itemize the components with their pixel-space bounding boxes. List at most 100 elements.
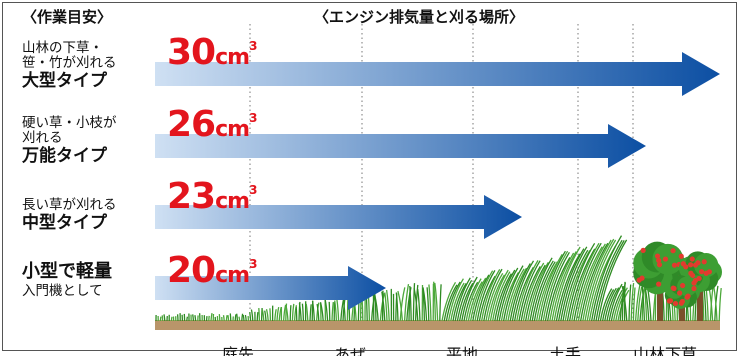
grass-blade [520,266,541,322]
grass-blade [258,308,261,322]
grass-blade [557,248,585,322]
tree-fruit [679,298,685,305]
grass-blade [285,303,288,322]
grass-blade [192,314,195,322]
grass-blade [412,283,416,322]
tree-fruit [662,256,669,262]
grass-blade [573,242,602,322]
grass-blade [566,242,596,322]
row-small-volume-number: 20 [167,250,216,291]
grass-blade [409,285,412,322]
grass-blade [218,314,221,322]
grass-blade [562,249,589,322]
grass-blade [500,272,519,322]
grass-blade [465,278,482,322]
grass-blade [441,281,457,322]
row-large-desc-1: 山林の下草・ [22,40,103,56]
tree-fruit [692,277,699,284]
grass-blade [413,287,419,322]
grass-blade [234,314,237,322]
row-large-volume-number: 30 [167,32,216,73]
tree-fruit [667,298,674,304]
grass-blade [601,289,615,322]
grass-blade [244,314,247,322]
grass-blade [485,272,504,322]
work-guide-heading: 〈作業目安〉 [22,8,113,26]
grass-blade [269,308,272,322]
tree-fruit [698,269,705,275]
tree-fruit [656,262,663,268]
grass-blade [227,314,230,322]
grass-blade [379,293,386,322]
grass-blade [575,246,603,322]
grass-blade [261,309,265,322]
row-universal-desc-1: 硬い草・小枝が [22,115,117,131]
grass-blade [186,316,189,322]
grass-blade [316,303,320,322]
grass-blade [467,281,483,322]
volume-arrows [155,52,720,310]
tree-fruit [656,257,662,264]
tree-fruit [670,248,676,254]
row-universal-type: 万能タイプ [22,146,107,166]
grass-blade [328,301,331,322]
grass-blade [621,286,628,322]
row-universal-volume-sup: 3 [249,111,257,125]
grass-blade [447,278,464,322]
grass-blade [384,292,388,322]
row-small-type: 小型で軽量 [22,261,112,282]
grass-blade [513,266,534,322]
tree-fruit [670,285,676,291]
grass-blade [579,242,609,322]
grass-blade [615,287,628,322]
grass-blade [483,268,503,322]
grass-blade [210,312,213,322]
grass-blade [456,279,473,322]
grass-blade [445,281,461,322]
grass-blade [274,309,277,322]
tree-fruit [654,253,661,259]
row-universal-volume: 26cm3 [167,104,257,145]
diagram-frame [2,2,737,351]
grass-blade [298,303,302,322]
grass-blade [265,309,269,322]
grass-blade [544,251,570,322]
grass-blade [450,282,465,322]
grass-blade [403,283,410,322]
grass-blade [395,292,399,322]
row-medium-label: 長い草が刈れる 中型タイプ [22,198,117,234]
arrow-23cc [155,195,522,239]
grass-blade [571,242,600,322]
grass-blade [621,285,625,322]
grass-blade [584,238,615,322]
grass-blade [628,284,632,322]
tree-fruit [678,253,684,259]
grass-blade [597,239,628,322]
grass-blade [256,312,259,322]
row-medium-volume: 23cm3 [167,176,257,217]
location-ridge: あぜ [333,345,367,356]
row-small-label: 小型で軽量 入門機として [22,262,112,299]
grass-blade [608,283,623,322]
grass-blade [533,261,556,322]
tree-fruit [671,262,678,268]
row-large-type: 大型タイプ [22,71,107,91]
grass-blade [454,277,471,322]
row-universal-volume-unit: cm [215,117,250,142]
grass-blade [634,283,641,322]
location-bank: 土手 [548,345,582,356]
tree-fruit [689,256,695,262]
grass-blade [452,283,467,322]
soil-strip [155,320,720,330]
grass-blade [434,282,439,322]
grass-blade [163,314,166,322]
grass-blade [540,250,566,322]
row-medium-volume-unit: cm [215,189,250,214]
grass-blade [509,263,531,322]
grass-blade [551,251,577,322]
grass-blade [295,306,298,322]
grass-blade [373,294,379,322]
row-large-volume: 30cm3 [167,32,257,73]
